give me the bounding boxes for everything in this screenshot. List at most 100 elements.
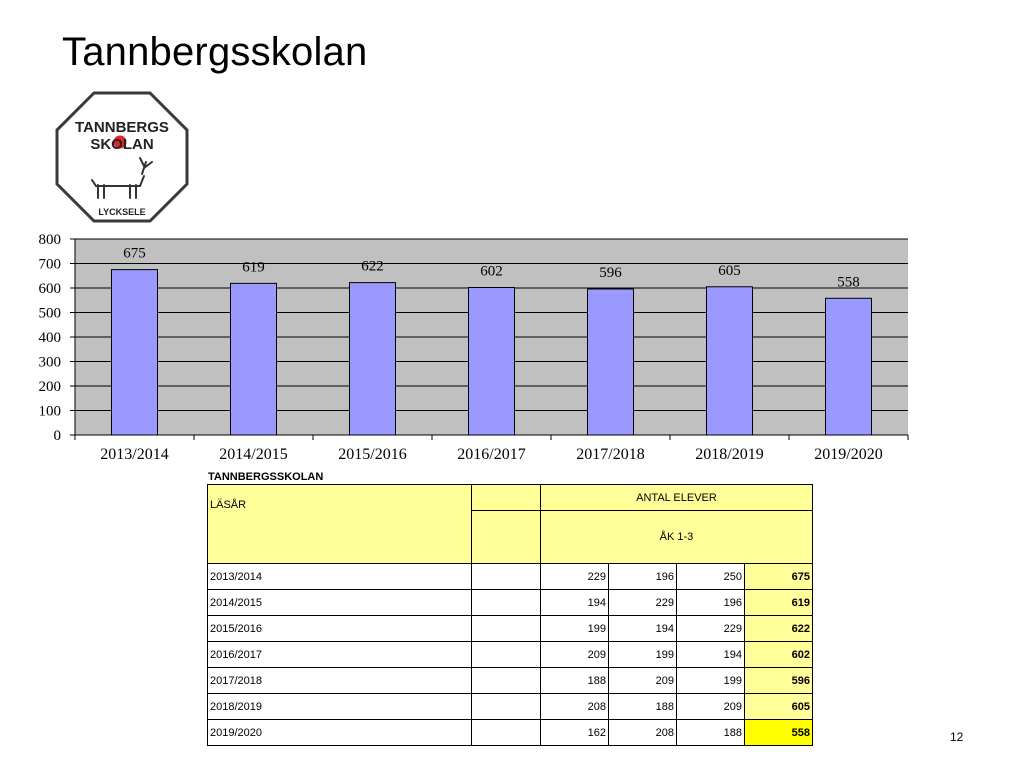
blank-cell (471, 615, 541, 642)
value-cell: 229 (540, 563, 609, 590)
x-tick-label: 2017/2018 (576, 446, 644, 463)
bar-data-label: 558 (837, 274, 860, 290)
blank-cell (471, 719, 541, 746)
year-cell: 2019/2020 (207, 719, 472, 746)
bar-data-label: 596 (599, 265, 622, 281)
x-axis-ticks: 2013/2014 2014/2015 2015/2016 2016/2017 2017… (74, 435, 909, 463)
axis-lines (74, 239, 908, 436)
x-tick-label: 2019/2020 (814, 446, 882, 463)
total-cell: 596 (744, 667, 813, 694)
year-cell: 2014/2015 (207, 589, 472, 616)
value-cell: 208 (540, 693, 609, 720)
y-tick-label: 700 (39, 257, 62, 273)
y-tick-label: 600 (39, 281, 62, 297)
table-subheader-row: ÅK 1-3 (208, 510, 813, 564)
y-tick-label: 300 (39, 355, 62, 371)
header-antal-elever: ANTAL ELEVER (540, 484, 813, 511)
header-ak: ÅK 1-3 (540, 510, 813, 564)
x-tick-label: 2014/2015 (219, 446, 287, 463)
table-row: 2016/2017 209 199 194 602 (207, 641, 813, 668)
logo-line1: TANNBERGS (75, 119, 169, 136)
bar (825, 297, 872, 436)
x-tick-label: 2015/2016 (338, 446, 406, 463)
data-labels: 675 619 622 602 596 605 558 (123, 246, 860, 291)
bar (706, 286, 753, 436)
y-tick-label: 800 (39, 232, 62, 248)
year-cell: 2013/2014 (207, 563, 472, 590)
x-tick-label: 2018/2019 (695, 446, 763, 463)
bar (587, 288, 634, 436)
table-row: 2018/2019 208 188 209 605 (207, 693, 813, 720)
value-cell: 209 (608, 667, 677, 694)
table-row: 2019/2020 162 208 188 558 (207, 719, 813, 746)
bar (468, 287, 515, 436)
enrollment-table: LÄSÅR ANTAL ELEVER ÅK 1-3 2013/2014 229 19… (207, 484, 813, 746)
table-row: 2017/2018 188 209 199 596 (207, 667, 813, 694)
bar-chart: 675 619 622 602 596 605 558 0 100 200 300 400 500 60… (39, 232, 909, 463)
value-cell: 194 (608, 615, 677, 642)
value-cell: 196 (676, 589, 745, 616)
bar-data-label: 622 (361, 259, 384, 275)
x-tick-label: 2013/2014 (100, 446, 168, 463)
year-cell: 2018/2019 (207, 693, 472, 720)
blank-cell (471, 589, 541, 616)
year-cell: 2016/2017 (207, 641, 472, 668)
page-number: 12 (950, 730, 964, 744)
logo-sun-icon (113, 135, 127, 149)
bar (349, 282, 396, 436)
total-cell: 619 (744, 589, 813, 616)
header-lasar: LÄSÅR (207, 484, 472, 564)
year-cell: 2015/2016 (207, 615, 472, 642)
x-tick-label: 2016/2017 (457, 446, 525, 463)
logo-line2: SKOLAN (90, 136, 153, 153)
value-cell: 199 (608, 641, 677, 668)
blank-cell (471, 563, 541, 590)
total-cell: 605 (744, 693, 813, 720)
bar (230, 282, 277, 436)
y-tick-label: 200 (39, 379, 62, 395)
table-row: 2014/2015 194 229 196 619 (207, 589, 813, 616)
bar-data-label: 619 (242, 259, 265, 275)
y-tick-label: 400 (39, 330, 62, 346)
bar-data-label: 605 (718, 263, 741, 279)
year-cell: 2017/2018 (207, 667, 472, 694)
value-cell: 194 (676, 641, 745, 668)
y-tick-label: 500 (39, 306, 62, 322)
logo-place: LYCKSELE (98, 207, 145, 217)
school-logo: TANNBERGS SKOLAN LYCKSELE (55, 91, 189, 223)
value-cell: 229 (608, 589, 677, 616)
value-cell: 162 (540, 719, 609, 746)
blank-cell (471, 667, 541, 694)
value-cell: 199 (540, 615, 609, 642)
table-caption: TANNBERGSSKOLAN (208, 471, 324, 483)
y-tick-label: 100 (39, 404, 62, 420)
reindeer-icon (91, 157, 153, 199)
slide-title: Tannbergsskolan (62, 30, 368, 74)
value-cell: 229 (676, 615, 745, 642)
total-cell: 622 (744, 615, 813, 642)
value-cell: 209 (540, 641, 609, 668)
value-cell: 188 (540, 667, 609, 694)
value-cell: 188 (676, 719, 745, 746)
blank-cell (471, 641, 541, 668)
value-cell: 209 (676, 693, 745, 720)
value-cell: 208 (608, 719, 677, 746)
table-row: 2015/2016 199 194 229 622 (207, 615, 813, 642)
value-cell: 199 (676, 667, 745, 694)
value-cell: 250 (676, 563, 745, 590)
total-cell: 558 (744, 719, 813, 746)
y-axis-ticks: 0 100 200 300 400 500 600 700 800 (39, 232, 75, 444)
value-cell: 194 (540, 589, 609, 616)
total-cell: 675 (744, 563, 813, 590)
value-cell: 196 (608, 563, 677, 590)
bars (111, 269, 872, 436)
y-tick-label: 0 (54, 428, 62, 444)
bar-data-label: 602 (480, 264, 503, 280)
value-cell: 188 (608, 693, 677, 720)
table-header-row: LÄSÅR ANTAL ELEVER (207, 484, 813, 564)
total-cell: 602 (744, 641, 813, 668)
blank-cell (471, 693, 541, 720)
bar-data-label: 675 (123, 246, 146, 262)
table-row: 2013/2014 229 196 250 675 (207, 563, 813, 590)
bar (111, 269, 158, 436)
